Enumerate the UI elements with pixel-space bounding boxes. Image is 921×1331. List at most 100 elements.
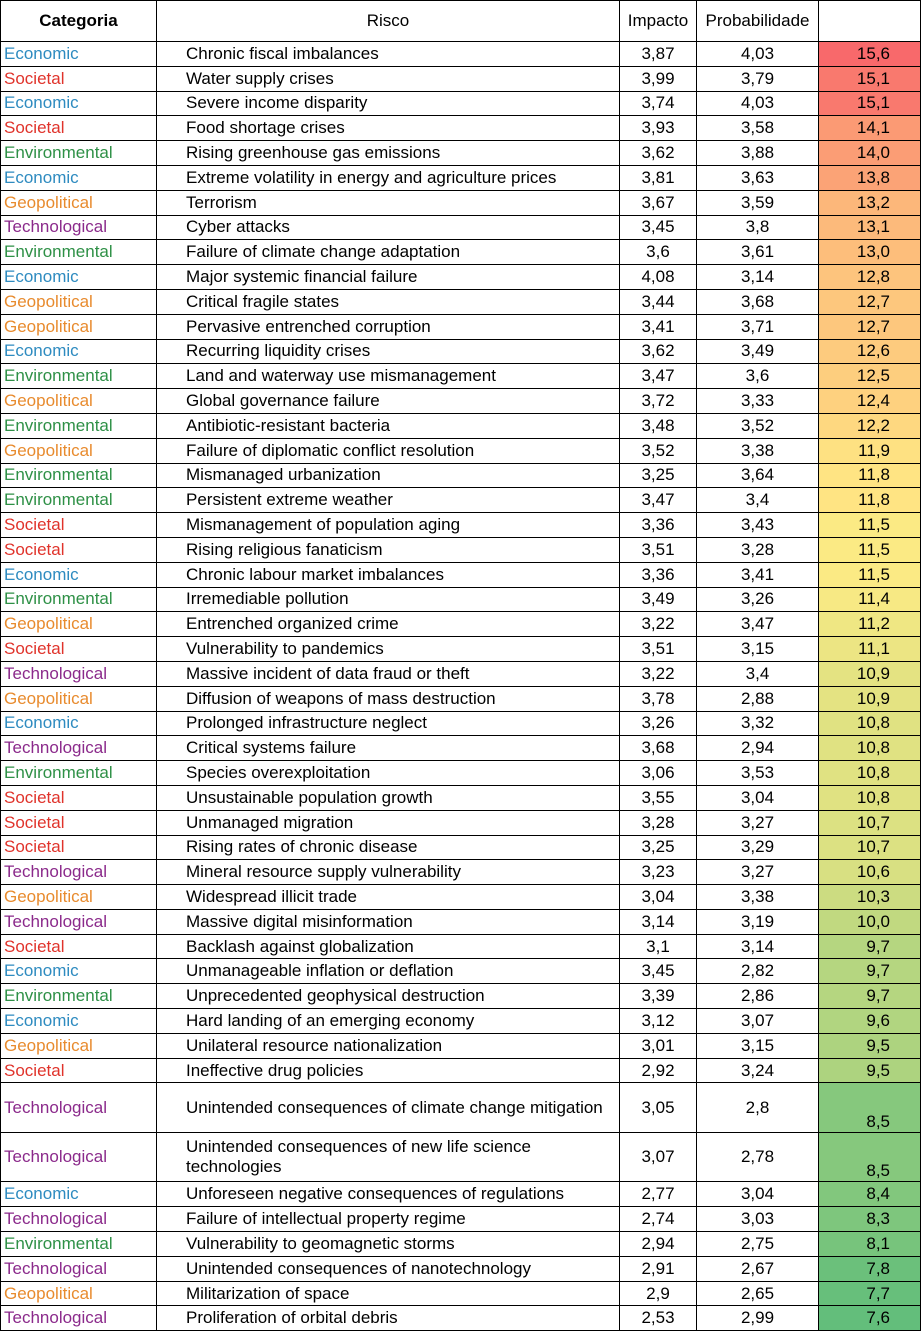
category-cell: Geopolitical (0, 1032, 157, 1059)
score-cell: 10,6 (818, 859, 921, 886)
impact-cell: 3,06 (619, 760, 697, 786)
risk-cell: Major systemic financial failure (156, 264, 620, 290)
table-row: Environmental Species overexploitation 3,0… (0, 760, 921, 786)
score-cell: 11,4 (818, 586, 921, 613)
table-row: Economic Unmanageable inflation or deflat… (0, 958, 921, 985)
category-cell: Economic (0, 41, 157, 67)
category-cell: Societal (0, 834, 157, 861)
risk-cell: Failure of intellectual property regime (156, 1206, 620, 1233)
score-cell: 15,6 (818, 41, 921, 67)
table-row: Economic Prolonged infrastructure neglect… (0, 710, 921, 737)
probability-cell: 3,29 (696, 834, 819, 861)
score-cell: 13,0 (818, 239, 921, 266)
impact-cell: 2,74 (619, 1206, 697, 1233)
score-cell: 10,0 (818, 908, 921, 935)
score-cell: 12,6 (818, 338, 921, 365)
category-cell: Societal (0, 1057, 157, 1084)
impact-cell: 3,01 (619, 1032, 697, 1059)
score-cell: 10,8 (818, 760, 921, 786)
impact-cell: 3,23 (619, 859, 697, 886)
score-cell: 14,1 (818, 115, 921, 142)
table-row: Environmental Land and waterway use misma… (0, 363, 921, 390)
table-row: Environmental Rising greenhouse gas emiss… (0, 140, 921, 166)
risk-cell: Vulnerability to pandemics (156, 636, 620, 662)
score-cell: 11,2 (818, 611, 921, 638)
category-cell: Geopolitical (0, 437, 157, 464)
score-cell: 10,7 (818, 809, 921, 836)
category-cell: Geopolitical (0, 189, 157, 216)
score-cell: 14,0 (818, 140, 921, 166)
header-score (818, 0, 921, 42)
table-row: Economic Major systemic financial failure… (0, 264, 921, 290)
impact-cell: 3,25 (619, 462, 697, 489)
probability-cell: 3,15 (696, 1032, 819, 1059)
table-row: Geopolitical Diffusion of weapons of mass… (0, 685, 921, 712)
probability-cell: 3,8 (696, 214, 819, 241)
probability-cell: 4,03 (696, 41, 819, 67)
score-cell: 7,6 (818, 1305, 921, 1331)
impact-cell: 3,55 (619, 784, 697, 811)
table-row: Societal Water supply crises 3,99 3,79 15,1 (0, 65, 921, 92)
score-cell: 8,5 (818, 1131, 921, 1183)
table-row: Geopolitical Militarization of space 2,9 2,… (0, 1280, 921, 1307)
impact-cell: 3,1 (619, 933, 697, 960)
header-category: Categoria (0, 0, 157, 42)
risk-cell: Irremediable pollution (156, 586, 620, 613)
table-row: Economic Extreme volatility in energy and… (0, 164, 921, 191)
score-cell: 11,8 (818, 487, 921, 514)
impact-cell: 3,47 (619, 363, 697, 390)
category-cell: Technological (0, 1131, 157, 1183)
probability-cell: 2,75 (696, 1231, 819, 1257)
table-row: Technological Proliferation of orbital de… (0, 1305, 921, 1331)
impact-cell: 3,72 (619, 388, 697, 414)
risk-cell: Severe income disparity (156, 90, 620, 117)
table-row: Technological Massive incident of data fr… (0, 660, 921, 687)
table-row: Economic Severe income disparity 3,74 4,03 1… (0, 90, 921, 117)
probability-cell: 2,67 (696, 1255, 819, 1282)
risk-cell: Food shortage crises (156, 115, 620, 142)
table-row: Geopolitical Critical fragile states 3,44 3… (0, 288, 921, 315)
impact-cell: 3,68 (619, 735, 697, 762)
score-cell: 11,8 (818, 462, 921, 489)
table-row: Societal Rising religious fanaticism 3,51 3… (0, 536, 921, 563)
probability-cell: 2,65 (696, 1280, 819, 1307)
score-cell: 9,6 (818, 1008, 921, 1034)
impact-cell: 3,22 (619, 611, 697, 638)
probability-cell: 3,28 (696, 536, 819, 563)
impact-cell: 3,07 (619, 1131, 697, 1183)
header-risk: Risco (156, 0, 620, 42)
probability-cell: 3,07 (696, 1008, 819, 1034)
probability-cell: 3,4 (696, 487, 819, 514)
risk-cell: Proliferation of orbital debris (156, 1305, 620, 1331)
probability-cell: 2,99 (696, 1305, 819, 1331)
risk-cell: Militarization of space (156, 1280, 620, 1307)
probability-cell: 3,61 (696, 239, 819, 266)
table-row: Technological Unintended consequences of … (0, 1131, 921, 1183)
score-cell: 13,8 (818, 164, 921, 191)
category-cell: Technological (0, 1082, 157, 1133)
risk-cell: Failure of diplomatic conflict resolutio… (156, 437, 620, 464)
category-cell: Societal (0, 809, 157, 836)
impact-cell: 3,36 (619, 561, 697, 588)
impact-cell: 3,49 (619, 586, 697, 613)
category-cell: Economic (0, 338, 157, 365)
category-cell: Technological (0, 1255, 157, 1282)
table-row: Geopolitical Failure of diplomatic confli… (0, 437, 921, 464)
category-cell: Geopolitical (0, 388, 157, 414)
risk-cell: Extreme volatility in energy and agricul… (156, 164, 620, 191)
table-row: Geopolitical Global governance failure 3,7… (0, 388, 921, 414)
risk-cell: Failure of climate change adaptation (156, 239, 620, 266)
table-row: Societal Backlash against globalization 3,… (0, 933, 921, 960)
table-row: Economic Recurring liquidity crises 3,62 3,… (0, 338, 921, 365)
probability-cell: 3,33 (696, 388, 819, 414)
risk-cell: Land and waterway use mismanagement (156, 363, 620, 390)
score-cell: 11,9 (818, 437, 921, 464)
table-row: Technological Cyber attacks 3,45 3,8 13,1 (0, 214, 921, 241)
score-cell: 15,1 (818, 90, 921, 117)
probability-cell: 3,4 (696, 660, 819, 687)
risk-cell: Unsustainable population growth (156, 784, 620, 811)
risk-cell: Mismanagement of population aging (156, 512, 620, 538)
score-cell: 12,5 (818, 363, 921, 390)
category-cell: Environmental (0, 760, 157, 786)
